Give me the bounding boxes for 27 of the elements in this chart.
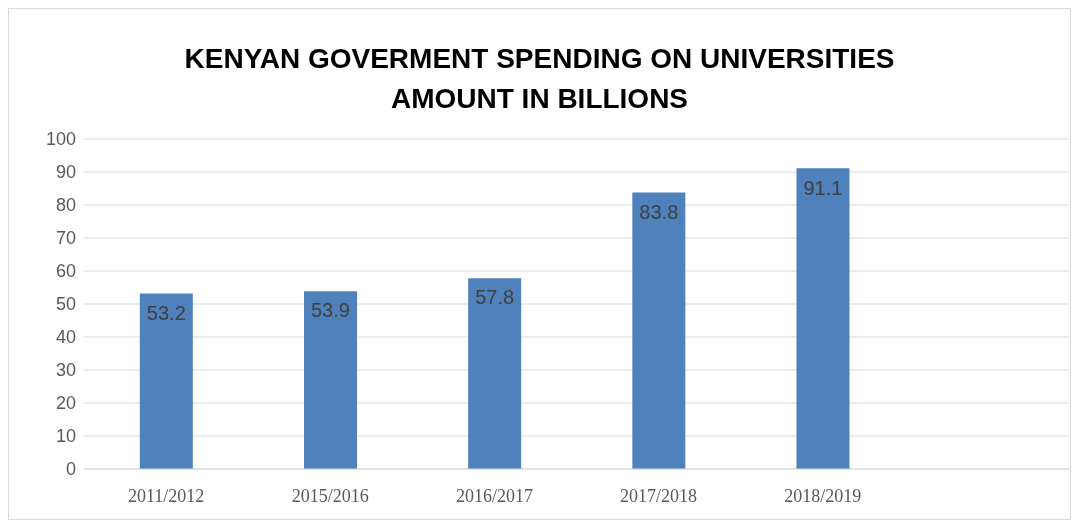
- data-label: 83.8: [639, 200, 679, 223]
- bar: [139, 293, 193, 469]
- y-tick-label: 10: [55, 426, 76, 447]
- data-label: 53.2: [146, 301, 186, 324]
- y-tick-label: 20: [55, 393, 76, 414]
- y-tick-label: 60: [55, 261, 76, 282]
- data-label: 57.8: [475, 286, 515, 309]
- data-label: 91.1: [803, 176, 843, 199]
- data-label: 53.9: [311, 299, 350, 322]
- y-tick-label: 40: [55, 327, 76, 348]
- y-tick-label: 70: [55, 228, 76, 249]
- x-tick-label: 2018/2019: [784, 485, 862, 506]
- y-tick-label: 30: [55, 360, 76, 381]
- bar: [303, 291, 357, 469]
- bar: [632, 192, 686, 469]
- y-tick-label: 80: [55, 195, 76, 216]
- y-tick-label: 90: [55, 162, 76, 183]
- x-tick-label: 2015/2016: [291, 485, 369, 506]
- x-tick-label: 2011/2012: [127, 485, 205, 506]
- x-tick-label: 2016/2017: [455, 485, 533, 506]
- y-tick-label: 50: [55, 294, 76, 315]
- y-tick-label: 100: [45, 129, 76, 150]
- chart-title: KENYAN GOVERMENT SPENDING ON UNIVERSITIES AMOUNT IN BILLIONS: [183, 42, 896, 116]
- bar: [796, 168, 850, 469]
- y-tick-label: 0: [65, 459, 76, 480]
- x-tick-label: 2017/2018: [620, 485, 698, 506]
- bar: [468, 278, 522, 469]
